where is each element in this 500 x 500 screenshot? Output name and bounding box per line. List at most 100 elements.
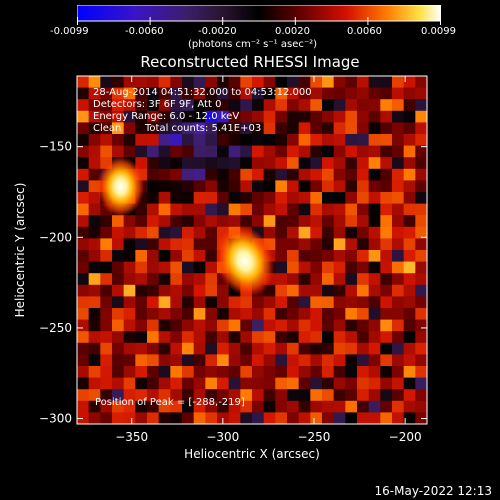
heatmap-cell — [240, 400, 253, 413]
heatmap-cell — [205, 215, 218, 228]
heatmap-cell — [345, 238, 358, 251]
heatmap-cell — [88, 331, 101, 344]
heatmap-cell — [228, 319, 241, 332]
heatmap-cell — [368, 354, 381, 367]
heatmap-cell — [368, 296, 381, 309]
heatmap-cell — [357, 203, 370, 216]
heatmap-cell — [100, 389, 113, 402]
heatmap-cell — [392, 412, 405, 424]
heatmap-cell — [193, 168, 206, 181]
heatmap-cell — [392, 157, 405, 170]
heatmap-cell — [193, 389, 206, 402]
heatmap-cell — [415, 308, 427, 321]
heatmap-cell — [182, 168, 195, 181]
heatmap-cell — [170, 168, 183, 181]
heatmap-cell — [392, 319, 405, 332]
heatmap-cell — [100, 366, 113, 379]
heatmap-cell — [345, 87, 358, 100]
heatmap-cell — [123, 134, 136, 147]
heatmap-cell — [182, 284, 195, 297]
heatmap-cell — [357, 180, 370, 193]
heatmap-cell — [415, 168, 427, 181]
heatmap-cell — [228, 168, 241, 181]
heatmap-cell — [240, 203, 253, 216]
heatmap-cell — [147, 377, 160, 390]
heatmap-cell — [287, 215, 300, 228]
heatmap-cell — [240, 76, 253, 89]
heatmap-cell — [123, 226, 136, 239]
heatmap-cell — [182, 412, 195, 424]
heatmap-cell — [415, 134, 427, 147]
heatmap-cell — [275, 192, 288, 205]
heatmap-cell — [170, 122, 183, 135]
heatmap-cell — [403, 145, 416, 158]
heatmap-cell — [380, 250, 393, 263]
heatmap-cell — [392, 122, 405, 135]
heatmap-cell — [333, 192, 346, 205]
heatmap-cell — [392, 366, 405, 379]
heatmap-cell — [357, 226, 370, 239]
heatmap-cell — [205, 308, 218, 321]
heatmap-cell — [252, 168, 265, 181]
heatmap-cell — [112, 412, 125, 424]
heatmap-cell — [345, 284, 358, 297]
heatmap-cell — [228, 203, 241, 216]
heatmap-cell — [147, 366, 160, 379]
heatmap-cell — [205, 250, 218, 263]
heatmap-cell — [112, 389, 125, 402]
heatmap-cell — [392, 110, 405, 123]
heatmap-cell — [322, 238, 335, 251]
heatmap-cell — [415, 319, 427, 332]
heatmap-cell — [380, 215, 393, 228]
heatmap-cell — [158, 215, 171, 228]
heatmap-cell — [217, 377, 230, 390]
heatmap-cell — [240, 366, 253, 379]
heatmap-cell — [158, 168, 171, 181]
heatmap-cell — [357, 261, 370, 274]
heatmap-cell — [263, 157, 276, 170]
colorbar-tick-label: 0.0060 — [347, 26, 382, 37]
heatmap-cell — [123, 284, 136, 297]
heatmap-cell — [112, 261, 125, 274]
heatmap-cell — [112, 110, 125, 123]
heatmap-cell — [403, 76, 416, 89]
heatmap-cell — [135, 331, 148, 344]
heatmap-cell — [263, 76, 276, 89]
heatmap-cell — [77, 122, 90, 135]
heatmap-cell — [357, 122, 370, 135]
heatmap-cell — [182, 331, 195, 344]
peak-position: Position of Peak = [-288,-219] — [95, 397, 245, 408]
heatmap-cell — [287, 389, 300, 402]
heatmap-cell — [380, 296, 393, 309]
heatmap-cell — [380, 226, 393, 239]
heatmap-cell — [135, 145, 148, 158]
heatmap-cell — [403, 377, 416, 390]
heatmap-cell — [275, 273, 288, 286]
heatmap-cell — [77, 203, 90, 216]
heatmap-cell — [322, 273, 335, 286]
heatmap-cell — [217, 366, 230, 379]
heatmap-cell — [415, 400, 427, 413]
heatmap-cell — [205, 331, 218, 344]
heatmap-cell — [228, 215, 241, 228]
heatmap-cell — [240, 99, 253, 112]
heatmap-cell — [205, 192, 218, 205]
heatmap-cell — [147, 273, 160, 286]
heatmap-cell — [158, 366, 171, 379]
heatmap-cell — [415, 99, 427, 112]
heatmap-cell — [415, 273, 427, 286]
heatmap-cell — [345, 134, 358, 147]
heatmap-cell — [88, 134, 101, 147]
heatmap-cell — [205, 284, 218, 297]
heatmap-cell — [112, 319, 125, 332]
heatmap-cell — [333, 296, 346, 309]
heatmap-cell — [263, 342, 276, 355]
heatmap-cell — [112, 99, 125, 112]
heatmap-cell — [77, 180, 90, 193]
heatmap-cell — [182, 145, 195, 158]
heatmap-cell — [415, 342, 427, 355]
heatmap-cell — [147, 203, 160, 216]
heatmap-cell — [310, 366, 323, 379]
heatmap-cell — [415, 192, 427, 205]
heatmap-cell — [333, 145, 346, 158]
